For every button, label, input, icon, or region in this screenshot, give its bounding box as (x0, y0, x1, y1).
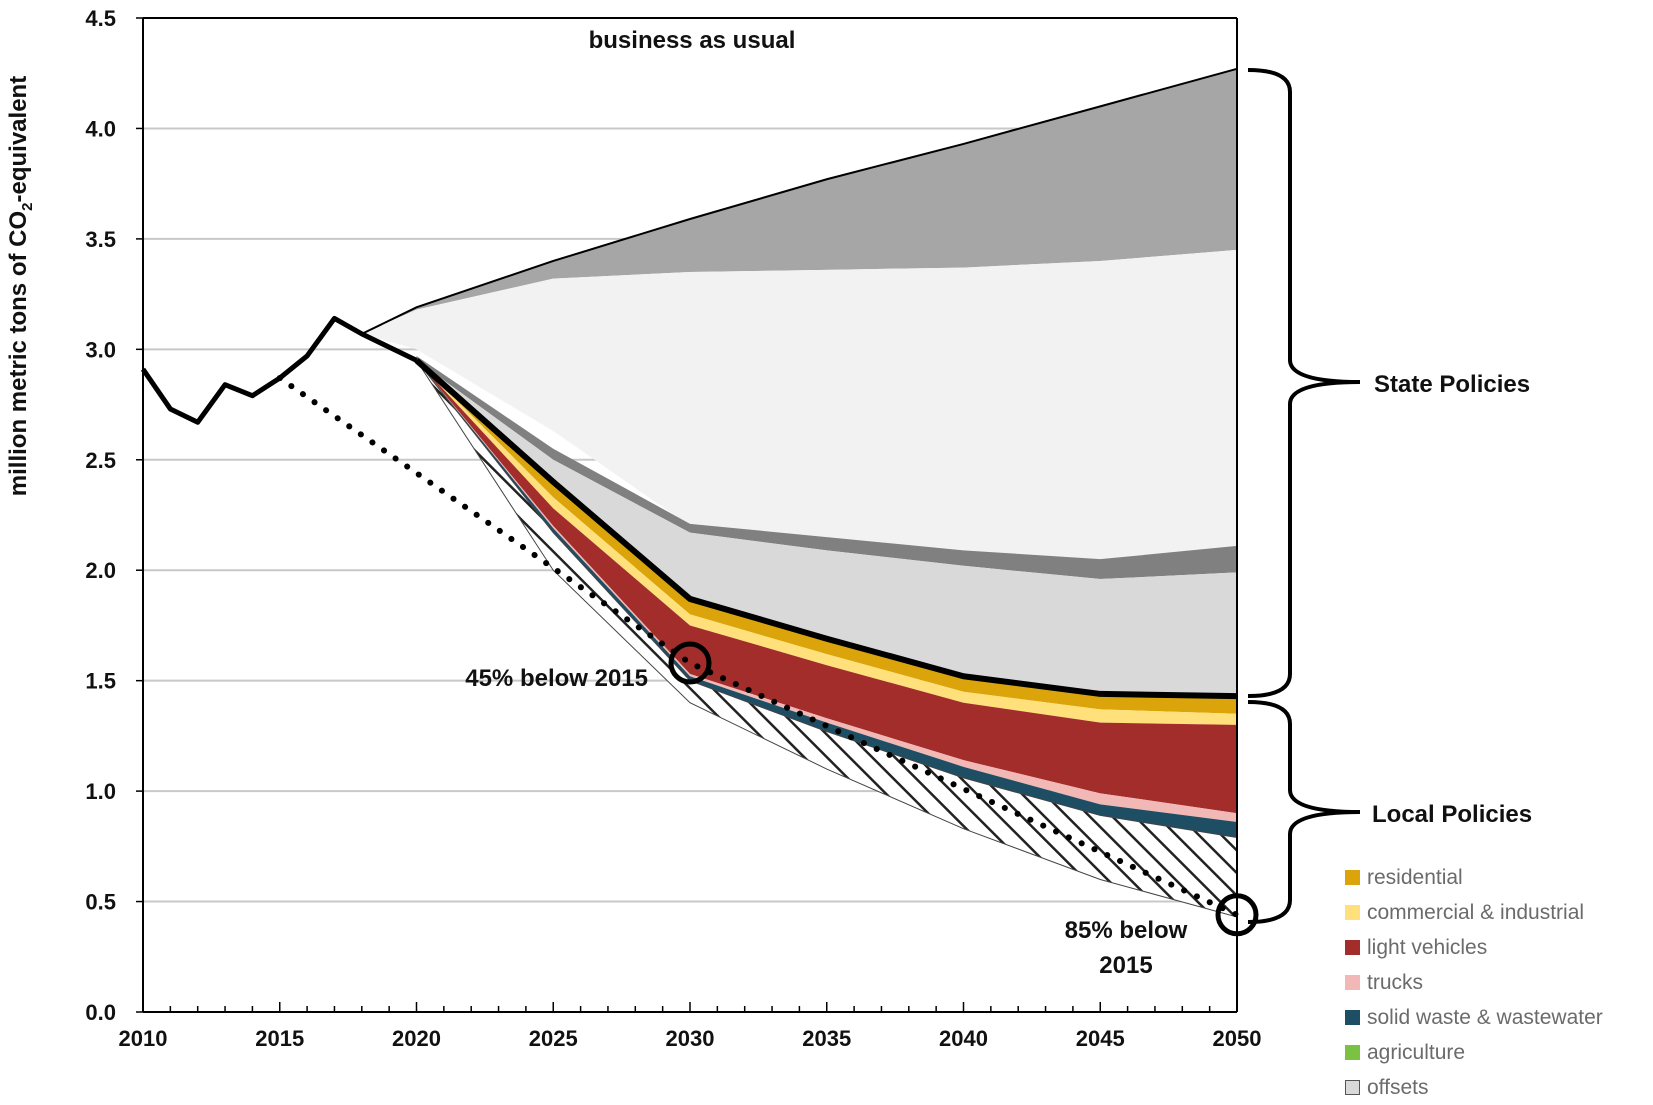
legend: residential commercial & industrial light … (1345, 860, 1645, 1105)
legend-item: trucks (1345, 965, 1645, 1000)
y-tick-label: 1.5 (85, 669, 116, 694)
bau-label: business as usual (589, 27, 796, 54)
residential-area (416, 360, 1237, 714)
target-circle-2030 (668, 641, 712, 685)
target-2050-label-line2: 2015 (1099, 952, 1152, 979)
tick-labels: 2010 2015 2020 2025 2030 2035 2040 2045 2050 0.0 0… (85, 6, 1261, 1051)
policy-line (414, 358, 1238, 700)
legend-label: residential (1367, 865, 1463, 889)
legend-item: residential (1345, 860, 1645, 895)
legend-swatch (1345, 1045, 1360, 1060)
legend-swatch (1345, 1080, 1360, 1095)
x-tick-label: 2040 (939, 1026, 988, 1051)
policy-area (416, 360, 1237, 697)
lines (140, 67, 1259, 937)
policy-area (361, 249, 1237, 560)
x-tick-label: 2020 (392, 1026, 441, 1051)
y-tick-label: 4.0 (85, 116, 116, 141)
x-tick-label: 2015 (255, 1026, 304, 1051)
legend-swatch (1345, 975, 1360, 990)
y-tick-label: 0.5 (85, 890, 116, 915)
legend-item: light vehicles (1345, 930, 1645, 965)
x-tick-label: 2025 (529, 1026, 578, 1051)
y-tick-label: 2.5 (85, 448, 116, 473)
local-policies-label: Local Policies (1372, 801, 1532, 828)
y-tick-label: 3.5 (85, 227, 116, 252)
legend-item: agriculture (1345, 1035, 1645, 1070)
legend-swatch (1345, 870, 1360, 885)
legend-swatch (1345, 940, 1360, 955)
legend-swatch (1345, 905, 1360, 920)
local-policies-brace (1247, 700, 1361, 924)
legend-item: commercial & industrial (1345, 895, 1645, 930)
y-tick-label: 4.5 (85, 6, 116, 31)
legend-label: trucks (1367, 970, 1424, 994)
state-policies-label: State Policies (1374, 371, 1530, 398)
policy-area (361, 68, 1237, 334)
legend-label: offsets (1367, 1075, 1429, 1099)
light-vehicles-area (416, 360, 1237, 814)
y-tick-label: 0.0 (85, 1000, 116, 1025)
policy-area (416, 355, 1237, 580)
x-tick-label: 2030 (666, 1026, 715, 1051)
legend-item: offsets (1345, 1070, 1645, 1105)
y-tick-label: 2.0 (85, 558, 116, 583)
target-line (276, 375, 1240, 918)
legend-label: solid waste & wastewater (1367, 1005, 1603, 1029)
target-2050-label-line1: 85% below (1065, 917, 1188, 944)
stacked-areas (361, 68, 1238, 918)
legend-label: commercial & industrial (1367, 900, 1585, 924)
x-tick-label: 2045 (1076, 1026, 1125, 1051)
x-tick-label: 2050 (1213, 1026, 1262, 1051)
y-tick-label: 3.0 (85, 337, 116, 362)
legend-label: light vehicles (1367, 935, 1488, 959)
target-2030-label: 45% below 2015 (465, 665, 648, 692)
legend-item: solid waste & wastewater (1345, 1000, 1645, 1035)
axes (136, 17, 1238, 1013)
legend-swatch (1345, 1010, 1360, 1025)
legend-label: agriculture (1367, 1040, 1466, 1064)
y-tick-label: 1.0 (85, 779, 116, 804)
state-policies-brace (1247, 68, 1361, 698)
bau-line (361, 67, 1238, 335)
x-tick-label: 2010 (119, 1026, 168, 1051)
y-axis-label: million metric tons of CO2-equivalent (5, 75, 36, 497)
x-tick-label: 2035 (802, 1026, 851, 1051)
